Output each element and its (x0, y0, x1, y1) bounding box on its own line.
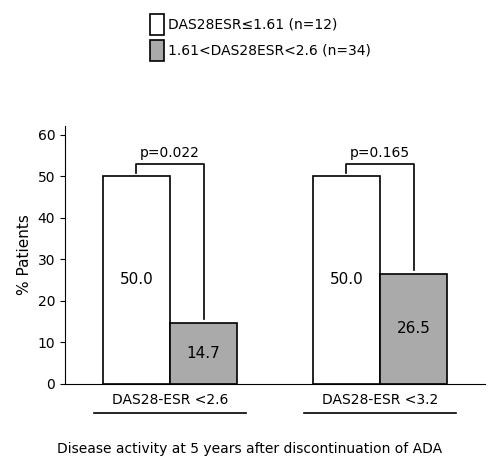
Bar (313, 176, 380, 384)
Text: Disease activity at 5 years after discontinuation of ADA: Disease activity at 5 years after discon… (58, 442, 442, 456)
Text: p=0.165: p=0.165 (350, 146, 410, 161)
Bar (170, 323, 237, 384)
Text: 50.0: 50.0 (330, 272, 364, 287)
Text: 50.0: 50.0 (120, 272, 154, 287)
Text: p=0.022: p=0.022 (140, 146, 200, 161)
Y-axis label: % Patients: % Patients (17, 215, 32, 295)
Bar (380, 274, 447, 384)
Text: 14.7: 14.7 (186, 346, 220, 361)
Text: DAS28ESR≤1.61 (n=12): DAS28ESR≤1.61 (n=12) (168, 18, 338, 31)
Text: 26.5: 26.5 (396, 321, 430, 336)
Text: 1.61<DAS28ESR<2.6 (n=34): 1.61<DAS28ESR<2.6 (n=34) (168, 44, 372, 57)
Bar (103, 176, 170, 384)
